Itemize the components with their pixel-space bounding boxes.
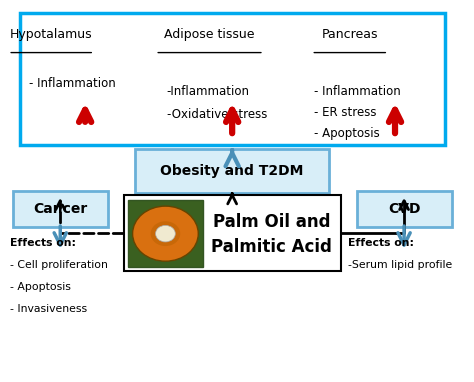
Text: Cancer: Cancer	[33, 202, 87, 216]
Text: Palmitic Acid: Palmitic Acid	[211, 238, 332, 256]
Text: - Inflammation: - Inflammation	[314, 85, 401, 98]
Text: -Oxidative stress: -Oxidative stress	[166, 108, 267, 121]
Text: - Cell proliferation: - Cell proliferation	[10, 261, 109, 270]
Circle shape	[155, 225, 175, 242]
Text: - Inflammation: - Inflammation	[28, 77, 115, 90]
Text: - Apoptosis: - Apoptosis	[10, 282, 72, 292]
FancyBboxPatch shape	[124, 195, 341, 270]
Text: - Invasiveness: - Invasiveness	[10, 304, 88, 314]
Circle shape	[151, 221, 180, 246]
Text: CVD: CVD	[388, 202, 420, 216]
Text: - ER stress: - ER stress	[314, 106, 376, 119]
FancyBboxPatch shape	[135, 149, 329, 193]
FancyBboxPatch shape	[356, 191, 452, 227]
Text: Pancreas: Pancreas	[321, 28, 378, 41]
Circle shape	[133, 206, 198, 261]
Text: -Inflammation: -Inflammation	[166, 85, 250, 98]
Text: Obesity and T2DM: Obesity and T2DM	[161, 164, 304, 178]
Text: -Serum lipid profile: -Serum lipid profile	[347, 261, 452, 270]
Text: - Apoptosis: - Apoptosis	[314, 126, 379, 139]
FancyBboxPatch shape	[13, 191, 108, 227]
Text: Adipose tissue: Adipose tissue	[164, 28, 255, 41]
Text: Effects on:: Effects on:	[10, 238, 76, 248]
Text: Effects on:: Effects on:	[347, 238, 413, 248]
FancyBboxPatch shape	[19, 13, 445, 146]
FancyBboxPatch shape	[128, 201, 203, 267]
Text: Palm Oil and: Palm Oil and	[213, 213, 330, 231]
Text: Hypotalamus: Hypotalamus	[10, 28, 92, 41]
